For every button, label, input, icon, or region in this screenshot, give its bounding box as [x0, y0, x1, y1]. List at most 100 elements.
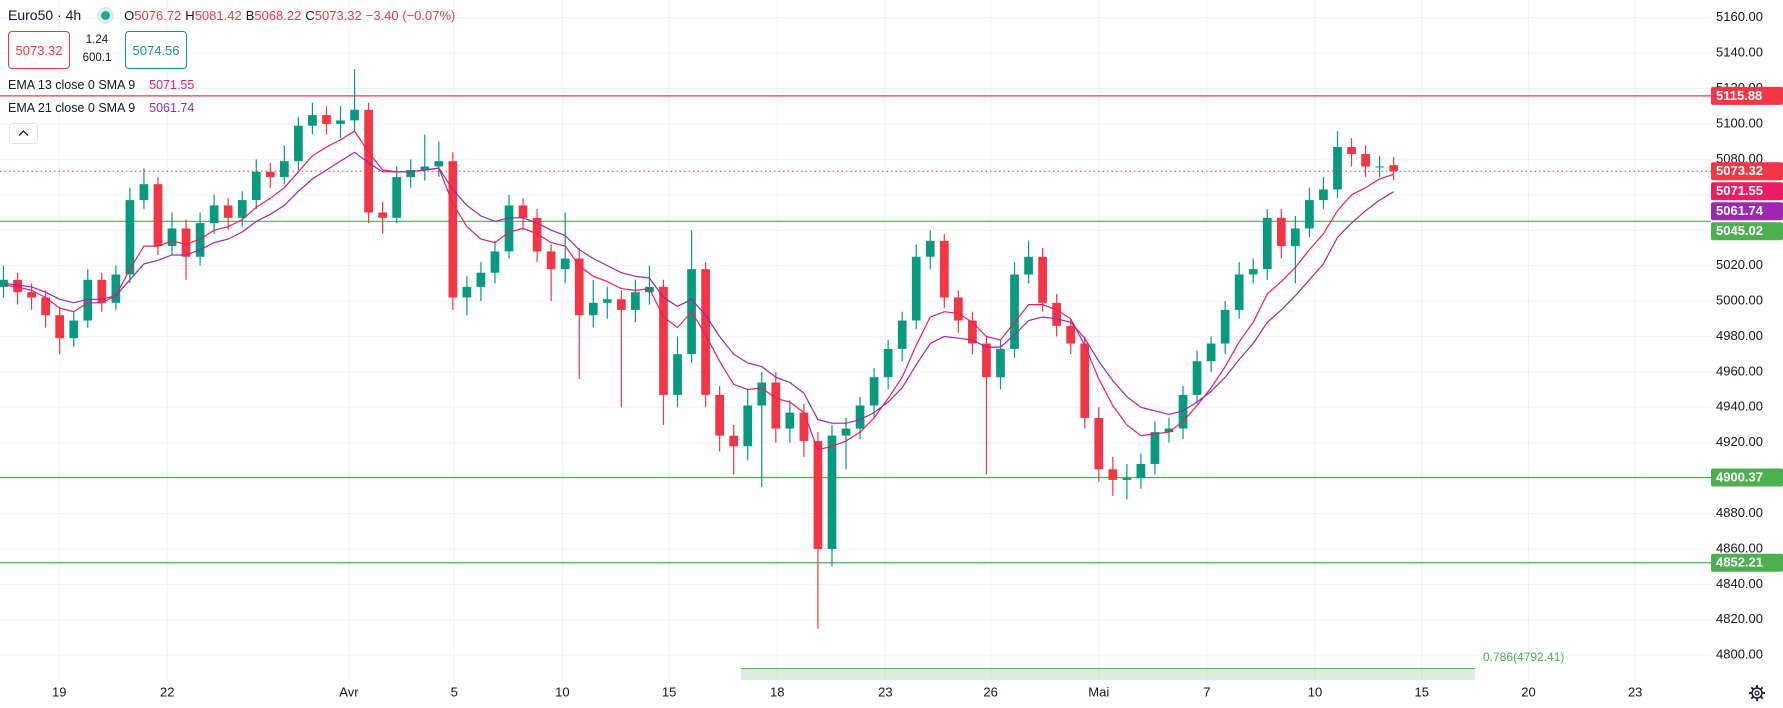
candle-body — [336, 120, 345, 124]
candle-body — [1178, 394, 1188, 429]
legend-value: 5071.55 — [149, 78, 195, 92]
price-label-box — [1711, 86, 1783, 105]
ema-line — [3, 151, 1395, 424]
candle-body — [195, 223, 205, 257]
candle-body — [125, 200, 135, 275]
candle-body — [392, 177, 402, 218]
buy-button[interactable]: 5074.56 — [125, 31, 187, 69]
candle-body — [939, 240, 949, 298]
price-label-box — [1711, 162, 1783, 181]
candle-body — [322, 115, 331, 124]
symbol[interactable]: Euro50 · 4h — [8, 7, 82, 23]
candle-body — [294, 125, 303, 162]
y-tick-label: 5000.00 — [1716, 292, 1763, 307]
change: −3.40 (−0.07%) — [365, 7, 456, 23]
candle-body — [631, 292, 640, 310]
candle-body — [1291, 228, 1300, 247]
x-tick-label: 7 — [1203, 684, 1210, 699]
candle-body — [448, 161, 458, 298]
y-tick-label: 4920.00 — [1716, 434, 1763, 449]
collapse-button[interactable] — [9, 123, 38, 144]
chevron-icon — [18, 130, 29, 136]
candle-body — [1206, 343, 1216, 362]
settings-icon[interactable] — [1749, 685, 1765, 701]
candle-body — [1066, 325, 1076, 344]
gear-tooth — [1750, 686, 1755, 691]
spread: 1.24 — [85, 34, 109, 46]
candle-body — [1305, 200, 1314, 229]
candle-body — [855, 405, 865, 429]
candle-body — [209, 205, 219, 224]
candle-body — [69, 320, 79, 339]
legend-value: 5061.74 — [149, 101, 195, 115]
ohlc-value: 5068.22 — [254, 7, 302, 23]
price-label-text: 5061.74 — [1716, 203, 1764, 218]
x-tick-label: 15 — [662, 684, 676, 699]
legend-row[interactable]: EMA 13 close 0 SMA 9 5071.55 — [8, 76, 194, 94]
candle-body — [574, 258, 584, 316]
candle-body — [771, 382, 781, 429]
price-label-text: 4852.21 — [1716, 555, 1763, 570]
candle-body — [237, 200, 247, 218]
x-tick-label: Mai — [1088, 684, 1109, 699]
candle-body — [308, 115, 317, 126]
ohlc-value: 5081.42 — [194, 7, 242, 23]
candle-body — [420, 166, 430, 170]
x-tick-label: 15 — [1415, 684, 1429, 699]
price-label: 4852.21 — [1711, 553, 1783, 572]
legend-name: EMA 13 close 0 SMA 9 — [8, 78, 136, 92]
candle-body — [1080, 343, 1090, 418]
candle-body — [462, 286, 472, 298]
candle-body — [1108, 469, 1118, 480]
candle-body — [827, 435, 837, 549]
candle-body — [1136, 463, 1146, 479]
candle-body — [139, 184, 149, 201]
price-label-box — [1711, 222, 1783, 241]
market-status — [101, 10, 111, 20]
price-label: 5045.02 — [1711, 222, 1783, 241]
candle-body — [153, 184, 163, 247]
candle-body — [350, 109, 359, 121]
y-tick-label: 5080.00 — [1716, 151, 1763, 166]
x-tick-label: 5 — [451, 684, 458, 699]
candle-body — [378, 212, 387, 218]
candle-body — [897, 320, 907, 349]
candle-body — [1122, 478, 1132, 480]
sell-button[interactable]: 5073.32 — [8, 31, 70, 69]
candle-body — [799, 412, 809, 441]
price-label-text: 5071.55 — [1716, 183, 1763, 198]
candle-body — [1389, 165, 1399, 172]
gear-tooth — [1750, 695, 1755, 700]
y-tick-label: 5140.00 — [1716, 45, 1763, 60]
candle-body — [1052, 302, 1062, 326]
candle-body — [181, 228, 191, 257]
legend-row[interactable]: EMA 21 close 0 SMA 9 5061.74 — [8, 99, 194, 117]
candle-body — [111, 274, 121, 303]
y-tick-label: 4820.00 — [1716, 611, 1763, 626]
price-label-text: 5045.02 — [1716, 223, 1763, 238]
candle-body — [616, 299, 626, 310]
price-label-box — [1711, 468, 1783, 487]
gear-tooth — [1759, 686, 1764, 691]
y-tick-label: 4980.00 — [1716, 328, 1763, 343]
ema-line — [3, 130, 1394, 451]
volume: 600.1 — [82, 52, 112, 64]
candle-body — [1262, 217, 1272, 270]
y-tick-label: 4860.00 — [1716, 540, 1763, 555]
candle-body — [1164, 428, 1174, 433]
candle-body — [364, 109, 373, 213]
ohlc-key: C — [305, 7, 315, 23]
x-tick-label: 23 — [878, 684, 892, 699]
candle-body — [251, 171, 261, 201]
candle-body — [406, 170, 416, 178]
candle-body — [504, 205, 514, 252]
x-tick-label: 19 — [52, 684, 66, 699]
x-tick-label: 20 — [1521, 684, 1535, 699]
candle-body — [1333, 146, 1342, 190]
candle-body — [1038, 256, 1047, 303]
price-label-box — [1711, 202, 1783, 221]
candle-body — [518, 205, 528, 218]
price-label: 5061.74 — [1711, 202, 1783, 221]
candle-body — [1276, 217, 1286, 247]
x-tick-label: 23 — [1628, 684, 1642, 699]
